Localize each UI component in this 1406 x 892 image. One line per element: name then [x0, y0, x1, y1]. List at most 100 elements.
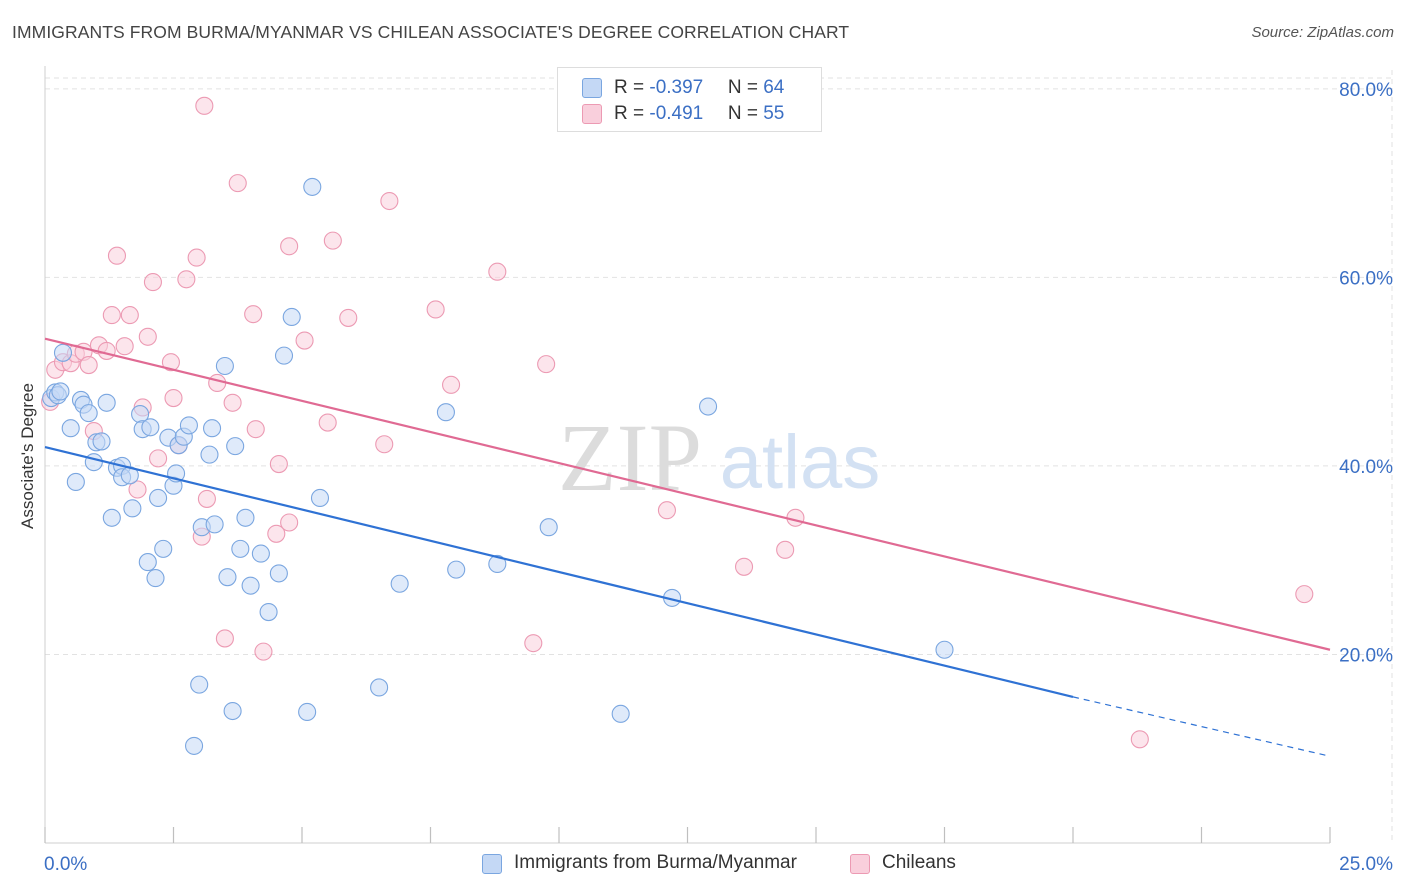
point-chileans [228, 174, 247, 193]
y-axis-label: Associate's Degree [18, 383, 37, 529]
legend-n-label: N = [727, 77, 764, 98]
point-burma [241, 576, 260, 595]
point-burma [200, 445, 219, 464]
x-tick-label-max: 25.0% [1339, 854, 1393, 875]
point-chileans [426, 300, 445, 319]
point-burma [251, 544, 270, 563]
series-chileans-points [41, 96, 1314, 749]
point-burma [303, 177, 322, 196]
point-chileans [138, 327, 157, 346]
point-chileans [339, 308, 358, 327]
legend-swatch-chileans [582, 104, 602, 124]
point-chileans [128, 480, 147, 499]
point-burma [146, 569, 165, 588]
legend-n-value: 64 [763, 77, 785, 98]
point-chileans [776, 540, 795, 559]
axes [44, 66, 1331, 844]
point-burma [123, 499, 142, 518]
point-burma [223, 701, 242, 721]
point-burma [149, 488, 168, 508]
point-chileans [488, 262, 507, 281]
point-burma [282, 307, 301, 327]
point-chileans [280, 513, 299, 532]
point-chileans [323, 231, 342, 250]
point-chileans [442, 375, 461, 394]
legend-r-label: R = [614, 77, 650, 98]
grid-lines [45, 70, 1393, 843]
point-burma [61, 419, 80, 438]
point-burma [370, 678, 389, 697]
point-burma [84, 453, 103, 472]
point-chileans [375, 435, 394, 454]
point-burma [185, 736, 204, 755]
point-chileans [246, 420, 265, 439]
stats-legend: R = -0.397 N = 64 R = -0.491 N = 55 [557, 67, 822, 132]
point-burma [154, 539, 173, 558]
point-chileans [79, 356, 98, 375]
point-burma [611, 704, 630, 723]
point-chileans [197, 489, 216, 508]
point-burma [51, 382, 70, 401]
point-chileans [208, 373, 227, 393]
chart-title: IMMIGRANTS FROM BURMA/MYANMAR VS CHILEAN… [12, 22, 850, 42]
point-burma [699, 397, 718, 416]
y-tick-label: 40.0% [1339, 457, 1393, 478]
watermark-atlas: atlas [720, 420, 881, 505]
point-burma [79, 404, 98, 423]
point-chileans [734, 557, 754, 576]
bottom-legend-swatch-chileans [850, 854, 870, 874]
point-chileans [269, 454, 288, 474]
point-burma [53, 343, 73, 362]
source-label: Source: ZipAtlas.com [1251, 24, 1394, 41]
trend-lines [44, 337, 1331, 757]
y-tick-label: 20.0% [1339, 645, 1393, 666]
point-burma [236, 508, 255, 527]
point-burma [539, 518, 558, 537]
legend-r-label: R = [614, 103, 650, 124]
point-burma [436, 403, 455, 422]
point-chileans [120, 306, 139, 325]
point-burma [447, 560, 466, 579]
point-burma [102, 508, 121, 527]
point-chileans [215, 629, 234, 648]
point-burma [274, 346, 294, 365]
point-chileans [143, 273, 162, 292]
point-chileans [149, 449, 168, 468]
point-burma [138, 553, 157, 572]
point-chileans [1130, 730, 1149, 749]
point-chileans [164, 389, 183, 408]
y-tick-label: 80.0% [1339, 80, 1393, 101]
point-burma [390, 574, 409, 593]
watermark-zip: ZIP [558, 404, 702, 511]
point-burma [179, 416, 198, 435]
point-chileans [161, 353, 180, 372]
point-chileans [223, 393, 242, 412]
point-chileans [318, 413, 337, 432]
point-chileans [195, 96, 214, 115]
bottom-legend-label-burma: Immigrants from Burma/Myanmar [514, 852, 797, 873]
trend-line-chileans [44, 337, 1331, 651]
point-burma [215, 356, 234, 376]
point-chileans [537, 355, 556, 374]
point-burma [205, 515, 224, 534]
tick-labels: 20.0% 40.0% 60.0% 80.0% 0.0% 25.0% [44, 80, 1393, 875]
point-burma [226, 437, 245, 456]
y-tick-label: 60.0% [1339, 268, 1393, 289]
trend-line-burma-extension [1072, 696, 1331, 757]
series-burma-points [42, 177, 954, 755]
bottom-legend-swatch-burma [482, 854, 502, 874]
trend-line-burma [44, 446, 1074, 698]
point-burma [310, 488, 330, 508]
legend-r-value: -0.491 [649, 103, 704, 124]
point-chileans [1295, 585, 1314, 604]
point-burma [935, 640, 954, 659]
point-chileans [380, 191, 399, 211]
point-chileans [107, 246, 127, 265]
point-burma [203, 419, 222, 438]
point-chileans [97, 341, 116, 360]
point-burma [218, 568, 237, 587]
legend-r-value: -0.397 [649, 77, 704, 98]
point-chileans [177, 270, 196, 289]
point-burma [97, 393, 116, 412]
